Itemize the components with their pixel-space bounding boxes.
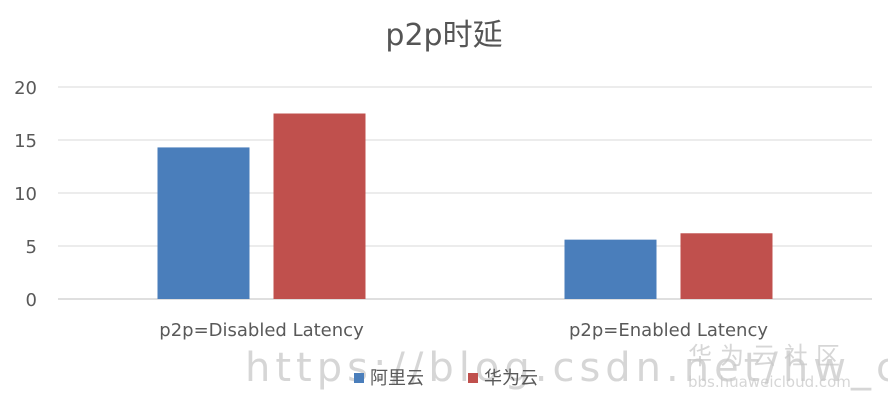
legend: 阿里云 华为云 bbox=[354, 368, 538, 389]
bar-2-category-2 bbox=[680, 233, 773, 299]
chart-title: p2p时延 bbox=[385, 18, 502, 53]
watermark-group: https://blog.csdn.net/hw_cloud 华为云社区 bbs… bbox=[245, 342, 888, 391]
x-axis-category-labels: p2p=Disabled Latency p2p=Enabled Latency bbox=[159, 320, 768, 341]
y-tick-label: 5 bbox=[26, 237, 37, 258]
legend-swatch bbox=[468, 373, 478, 383]
legend-label: 阿里云 bbox=[370, 368, 424, 389]
bar-2-category-1 bbox=[273, 113, 366, 299]
y-tick-label: 15 bbox=[14, 131, 37, 152]
watermark-brand: 华为云社区 bbox=[688, 342, 848, 370]
y-tick-label: 10 bbox=[14, 184, 37, 205]
x-category-label: p2p=Enabled Latency bbox=[569, 320, 768, 341]
y-axis-tick-labels: 0 5 10 15 20 bbox=[14, 78, 37, 311]
y-tick-label: 0 bbox=[26, 290, 37, 311]
bars bbox=[157, 113, 773, 299]
x-category-label: p2p=Disabled Latency bbox=[159, 320, 364, 341]
legend-swatch bbox=[354, 373, 364, 383]
y-tick-label: 20 bbox=[14, 78, 37, 99]
bar-1-category-2 bbox=[564, 239, 657, 299]
legend-label: 华为云 bbox=[484, 368, 538, 389]
watermark-url: https://blog.csdn.net/hw_cloud bbox=[245, 345, 888, 391]
bar-1-category-1 bbox=[157, 147, 250, 299]
watermark-brand-url: bbs.huaweicloud.com bbox=[688, 373, 851, 391]
